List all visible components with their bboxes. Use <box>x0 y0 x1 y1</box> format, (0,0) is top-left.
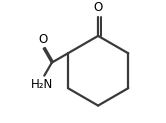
Text: O: O <box>38 33 47 46</box>
Text: H₂N: H₂N <box>31 78 53 91</box>
Text: O: O <box>93 1 103 14</box>
